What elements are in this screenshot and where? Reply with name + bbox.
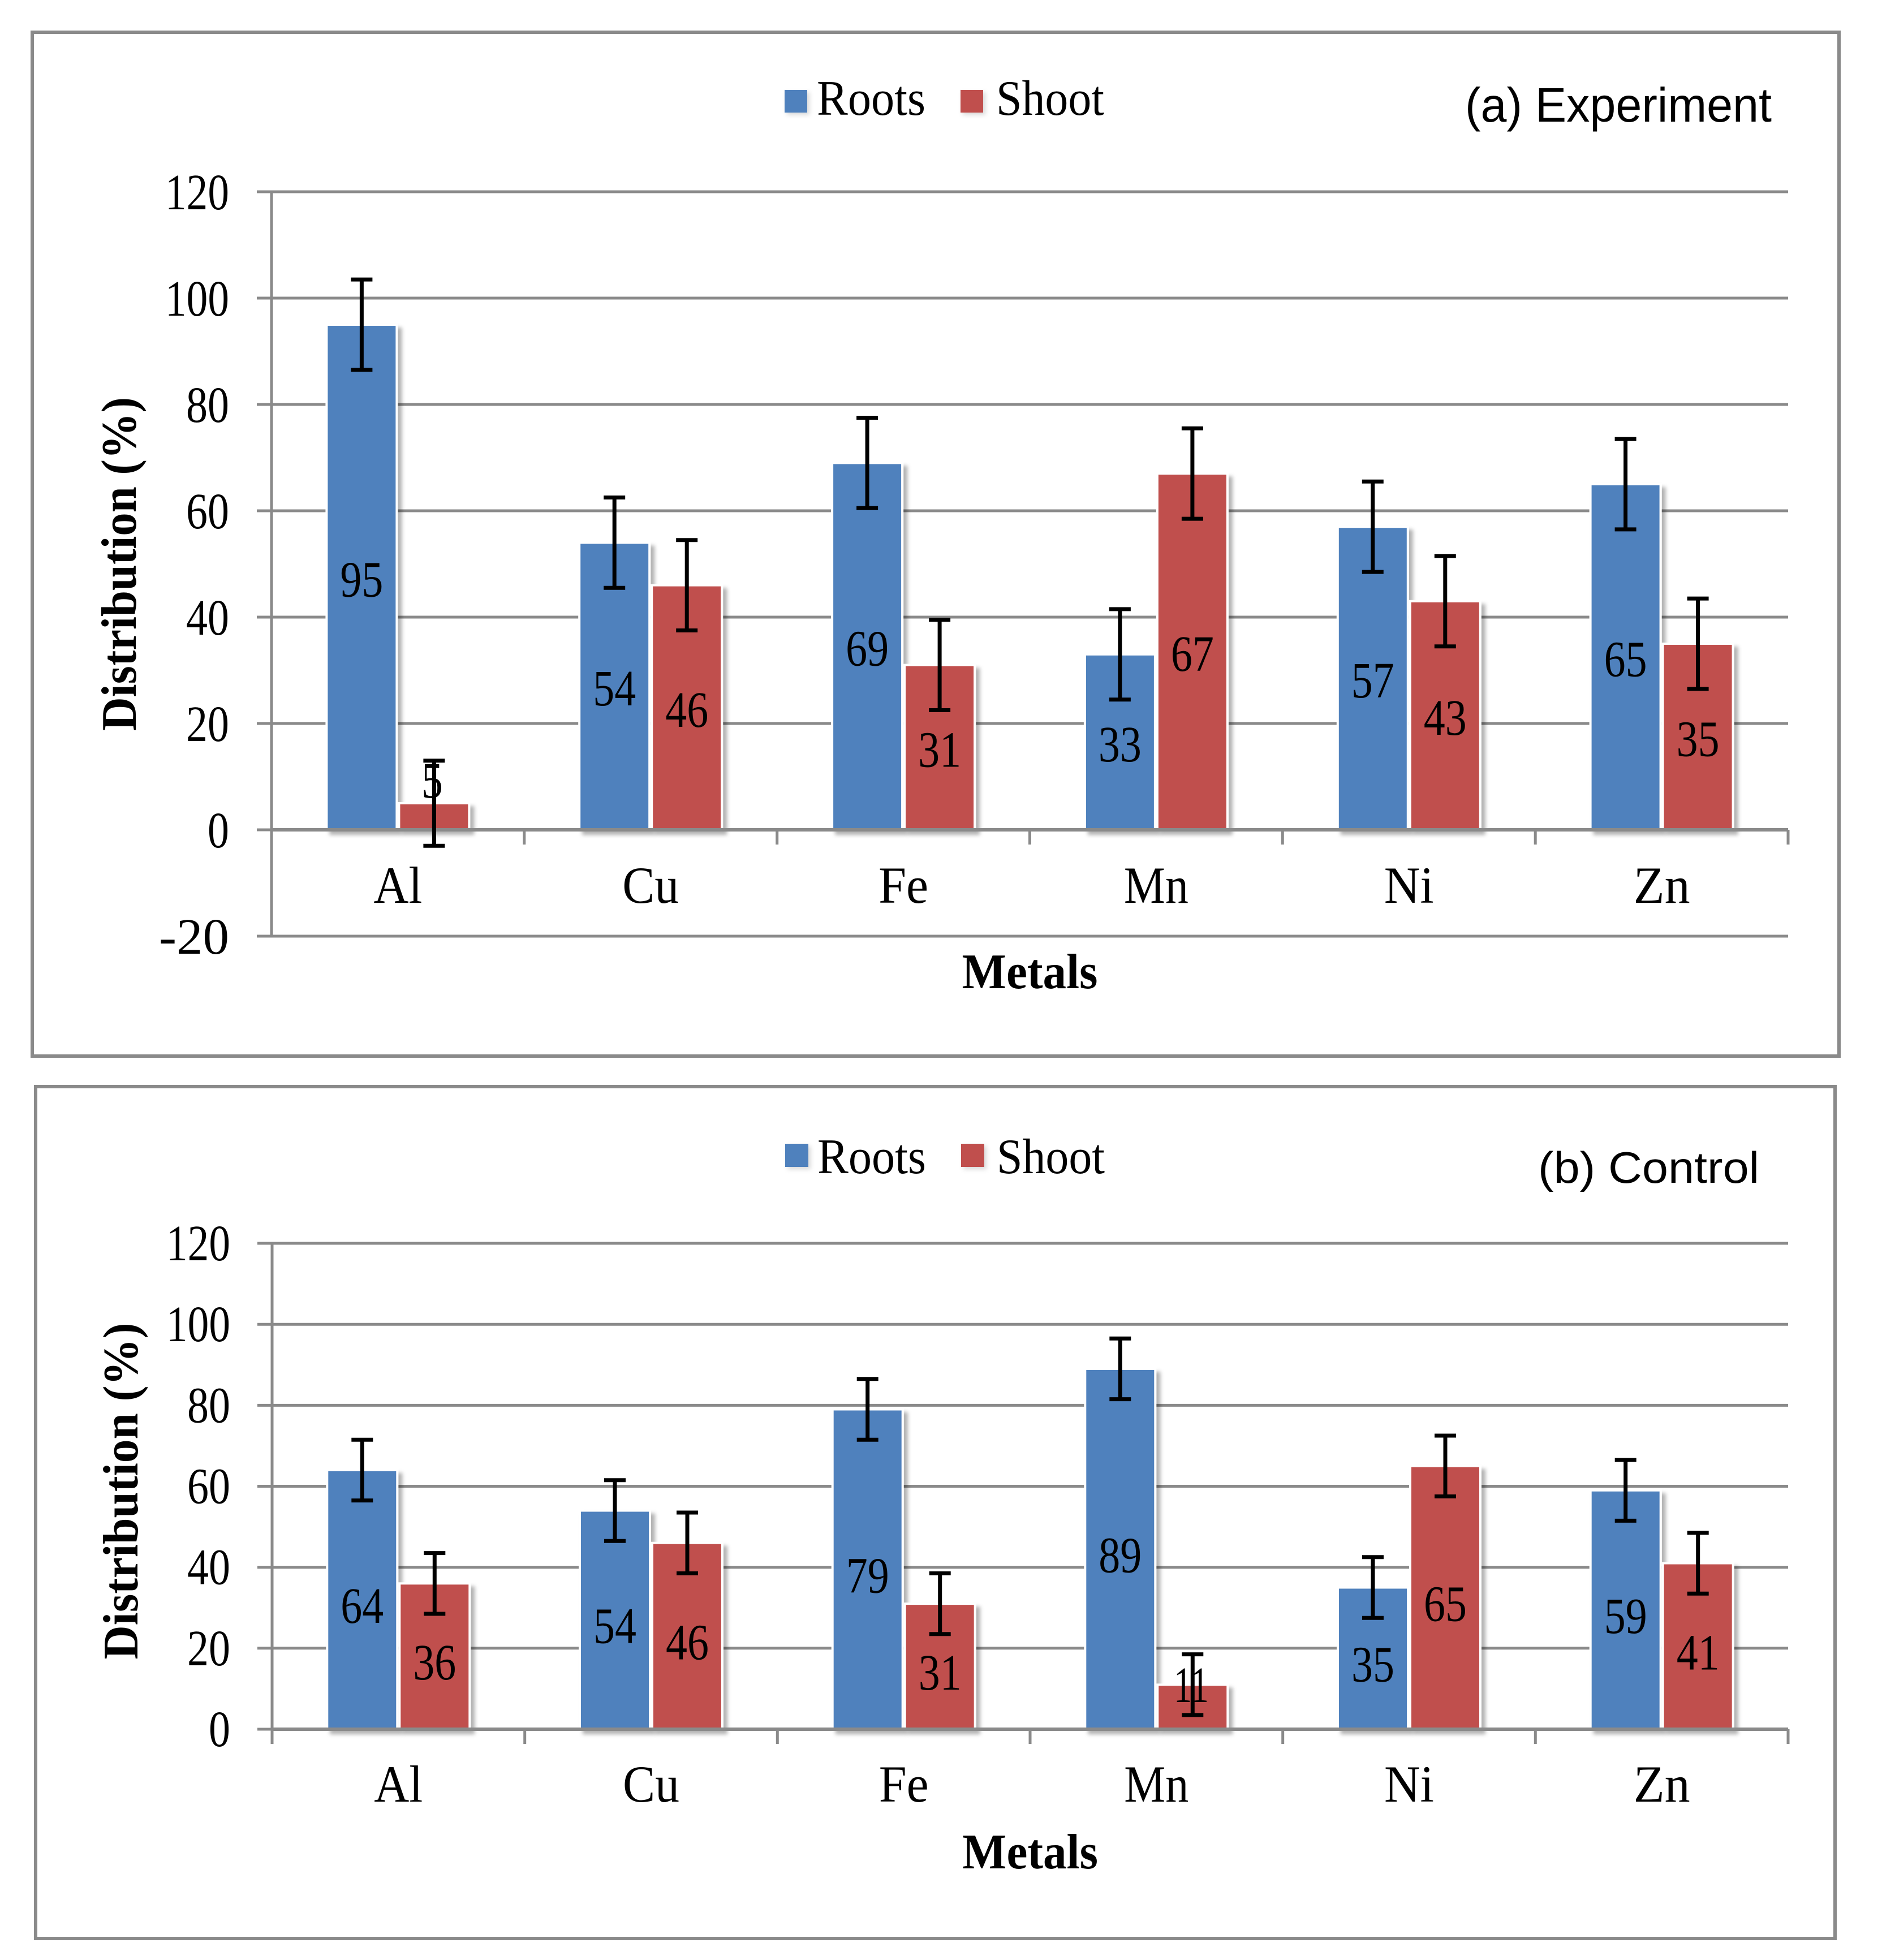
svg-text:64: 64 <box>341 1578 384 1634</box>
svg-text:57: 57 <box>1351 653 1394 709</box>
svg-text:35: 35 <box>1677 712 1720 768</box>
svg-text:Al: Al <box>373 856 422 914</box>
svg-text:Metals: Metals <box>962 945 1098 1000</box>
svg-text:20: 20 <box>186 696 229 752</box>
svg-text:Cu: Cu <box>622 856 679 914</box>
svg-text:40: 40 <box>187 1540 230 1596</box>
svg-text:100: 100 <box>166 1296 230 1352</box>
svg-text:Metals: Metals <box>962 1825 1098 1880</box>
svg-text:35: 35 <box>1351 1637 1394 1693</box>
svg-text:59: 59 <box>1604 1588 1647 1644</box>
svg-text:0: 0 <box>208 803 229 859</box>
svg-text:65: 65 <box>1604 632 1647 688</box>
svg-text:Cu: Cu <box>623 1755 679 1813</box>
svg-text:Zn: Zn <box>1634 1755 1690 1813</box>
svg-text:Roots: Roots <box>817 71 925 126</box>
svg-text:Zn: Zn <box>1634 856 1690 914</box>
svg-text:46: 46 <box>666 1614 709 1670</box>
svg-text:Fe: Fe <box>879 1755 929 1813</box>
svg-text:43: 43 <box>1424 690 1467 746</box>
svg-text:Ni: Ni <box>1384 1755 1434 1813</box>
svg-text:(a) Experiment: (a) Experiment <box>1465 79 1772 132</box>
svg-text:46: 46 <box>665 682 708 738</box>
svg-text:36: 36 <box>413 1635 456 1691</box>
svg-text:0: 0 <box>209 1701 230 1757</box>
svg-text:31: 31 <box>918 722 961 778</box>
svg-text:Mn: Mn <box>1124 856 1188 914</box>
svg-text:Mn: Mn <box>1124 1755 1188 1813</box>
svg-text:11: 11 <box>1174 1657 1209 1713</box>
svg-text:Fe: Fe <box>878 856 928 914</box>
svg-text:95: 95 <box>340 552 383 608</box>
svg-text:(b) Control: (b) Control <box>1538 1143 1759 1192</box>
svg-text:67: 67 <box>1171 626 1214 682</box>
svg-text:Distribution (%): Distribution (%) <box>92 397 147 731</box>
svg-text:Ni: Ni <box>1384 856 1434 914</box>
svg-text:100: 100 <box>165 271 229 327</box>
svg-text:54: 54 <box>593 661 636 717</box>
svg-text:31: 31 <box>919 1645 962 1701</box>
svg-text:80: 80 <box>187 1377 230 1433</box>
svg-text:Al: Al <box>374 1755 423 1813</box>
svg-text:Shoot: Shoot <box>996 71 1104 126</box>
svg-text:Distribution (%): Distribution (%) <box>94 1323 149 1660</box>
svg-text:69: 69 <box>846 621 889 677</box>
svg-text:41: 41 <box>1677 1625 1720 1681</box>
svg-text:120: 120 <box>166 1216 230 1272</box>
svg-text:65: 65 <box>1424 1576 1467 1632</box>
svg-text:20: 20 <box>187 1621 230 1677</box>
svg-text:Roots: Roots <box>817 1130 926 1184</box>
svg-text:Shoot: Shoot <box>997 1130 1105 1184</box>
svg-text:54: 54 <box>593 1599 636 1655</box>
svg-text:60: 60 <box>186 484 229 540</box>
svg-text:-20: -20 <box>159 909 229 965</box>
svg-text:79: 79 <box>846 1548 889 1604</box>
svg-text:89: 89 <box>1099 1528 1142 1584</box>
svg-text:40: 40 <box>186 590 229 646</box>
svg-text:5: 5 <box>421 753 443 809</box>
svg-text:33: 33 <box>1099 717 1142 773</box>
svg-text:80: 80 <box>186 377 229 433</box>
svg-text:120: 120 <box>165 165 229 221</box>
svg-text:60: 60 <box>187 1459 230 1515</box>
